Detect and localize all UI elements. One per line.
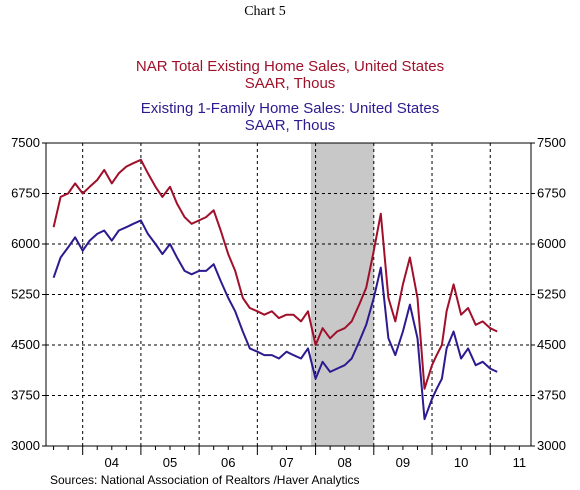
x-tick-label: 08 [337,455,351,470]
series-1-title: NAR Total Existing Home Sales, United St… [136,58,444,75]
x-tick-label: 09 [396,455,410,470]
x-tick-label: 05 [163,455,177,470]
series-1-unit: SAAR, Thous [245,75,336,92]
y-tick-label-right: 4500 [537,337,566,352]
y-tick-label-left: 3000 [11,438,40,453]
series-line-2 [52,219,498,421]
y-tick-label-left: 4500 [11,337,40,352]
y-tick-label-right: 5250 [537,287,566,302]
y-tick-label-right: 6750 [537,186,566,201]
y-tick-label-right: 3750 [537,388,566,403]
chart-number-title: Chart 5 [244,4,286,19]
x-tick-label: 07 [279,455,293,470]
y-tick-label-left: 3750 [11,388,40,403]
y-tick-label-left: 5250 [11,287,40,302]
y-tick-label-right: 3000 [537,438,566,453]
y-tick-label-left: 7500 [11,135,40,150]
series-line-1 [52,158,498,390]
y-tick-label-left: 6000 [11,236,40,251]
series-2-unit: SAAR, Thous [245,117,336,134]
x-tick-label: 10 [454,455,468,470]
plot-frame [45,142,532,447]
series-2-title: Existing 1-Family Home Sales: United Sta… [141,100,439,117]
x-tick-label: 04 [105,455,119,470]
plot-area: 3000 3000 3750 3750 4500 4500 5250 5250 6000 6000… [11,135,566,470]
x-tick-label: 06 [221,455,235,470]
x-tick-label: 11 [513,455,527,470]
y-tick-label-left: 6750 [11,186,40,201]
source-note: Sources: National Association of Realtor… [50,473,359,487]
y-tick-label-right: 7500 [537,135,566,150]
y-tick-label-right: 6000 [537,236,566,251]
